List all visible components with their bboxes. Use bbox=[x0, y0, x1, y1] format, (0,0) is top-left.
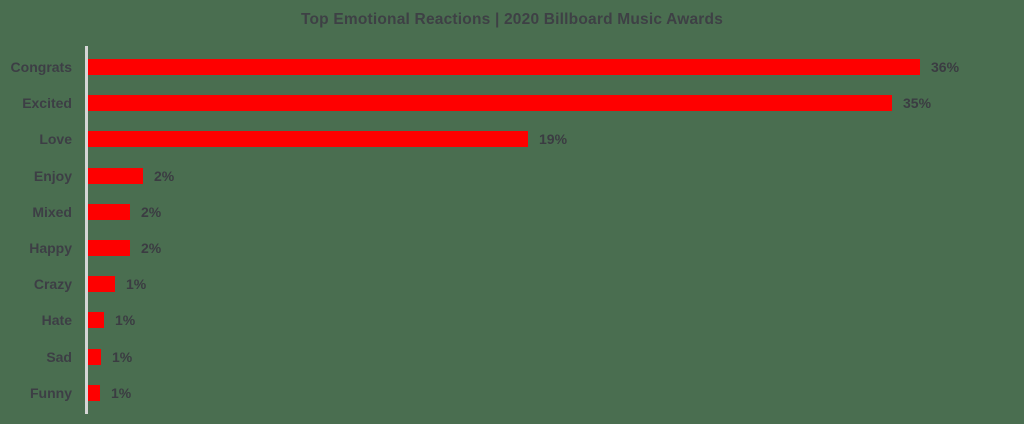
bar-row: Love 19% bbox=[0, 121, 1024, 157]
category-label: Enjoy bbox=[33, 167, 72, 184]
bar bbox=[88, 384, 100, 401]
plot-area: Congrats 36% Excited 35% Love 19% Enjoy 2% Mixed… bbox=[0, 46, 1024, 414]
category-label: Love bbox=[39, 131, 72, 148]
bar-row: Funny 1% bbox=[0, 375, 1024, 411]
bar-row: Sad 1% bbox=[0, 339, 1024, 375]
bar bbox=[88, 131, 528, 148]
value-label: 2% bbox=[141, 240, 162, 256]
category-label: Funny bbox=[30, 384, 72, 401]
bar bbox=[88, 276, 115, 293]
category-label: Hate bbox=[41, 312, 72, 329]
bar bbox=[88, 203, 130, 220]
value-label: 35% bbox=[903, 95, 932, 112]
value-label: 2% bbox=[141, 203, 162, 220]
chart-title: Top Emotional Reactions | 2020 Billboard… bbox=[300, 11, 724, 28]
bar bbox=[88, 240, 130, 256]
bar-row: Hate 1% bbox=[0, 302, 1024, 338]
bar-row: Crazy 1% bbox=[0, 266, 1024, 302]
category-label: Crazy bbox=[33, 276, 72, 293]
value-label: 1% bbox=[126, 276, 147, 293]
value-label: 2% bbox=[154, 167, 175, 184]
bar-row: Mixed 2% bbox=[0, 194, 1024, 230]
bar bbox=[88, 348, 101, 365]
bar-row: Enjoy 2% bbox=[0, 158, 1024, 194]
value-label: 1% bbox=[111, 384, 132, 401]
y-axis-line bbox=[85, 46, 88, 414]
value-label: 1% bbox=[115, 312, 136, 329]
value-label: 1% bbox=[112, 348, 133, 365]
bar bbox=[88, 59, 920, 75]
bar bbox=[88, 95, 892, 112]
category-label: Happy bbox=[29, 240, 72, 256]
value-label: 36% bbox=[931, 59, 960, 75]
category-label: Mixed bbox=[32, 203, 72, 220]
bar bbox=[88, 167, 143, 184]
value-label: 19% bbox=[539, 131, 568, 148]
bar-row: Excited 35% bbox=[0, 85, 1024, 121]
category-label: Sad bbox=[46, 348, 72, 365]
category-label: Congrats bbox=[10, 59, 72, 75]
bar-rows: Congrats 36% Excited 35% Love 19% Enjoy 2% Mixed… bbox=[0, 47, 1024, 413]
bar bbox=[88, 312, 104, 329]
bar-row: Congrats 36% bbox=[0, 49, 1024, 85]
category-label: Excited bbox=[22, 95, 72, 112]
bar-row: Happy 2% bbox=[0, 230, 1024, 266]
